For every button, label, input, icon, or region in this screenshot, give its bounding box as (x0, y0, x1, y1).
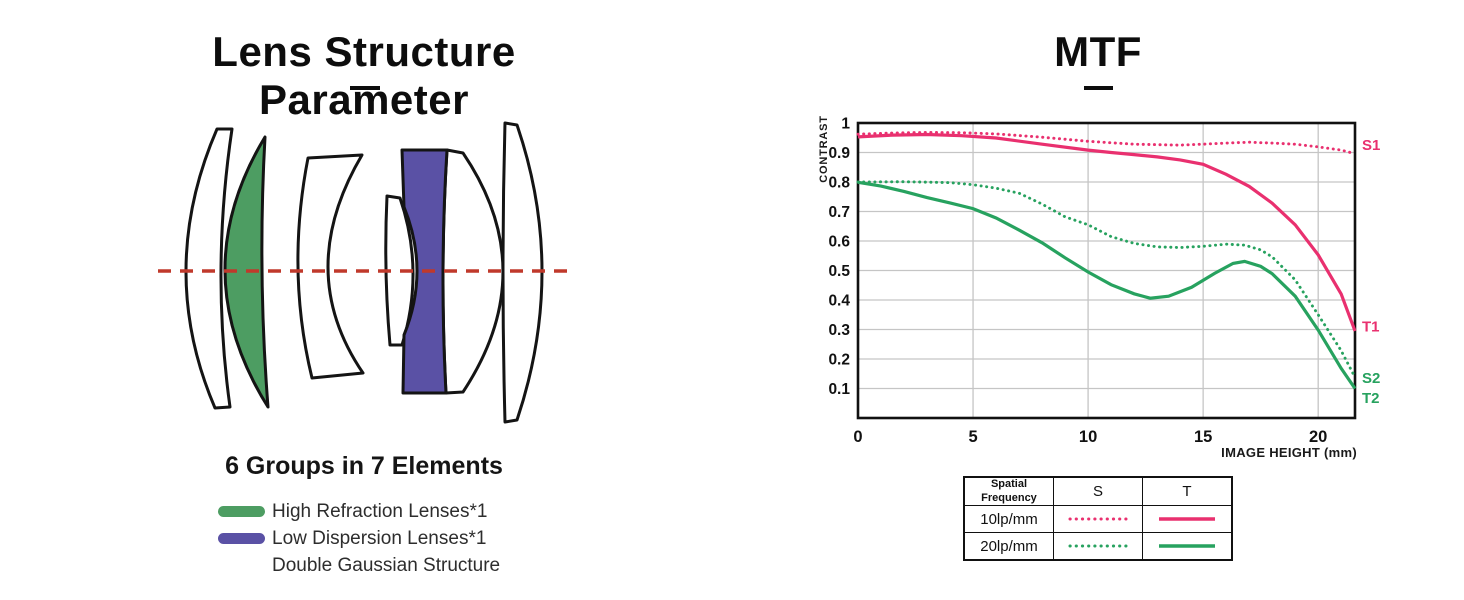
curve-label-T1: T1 (1362, 319, 1380, 336)
legend-indent-spacer (218, 560, 265, 571)
lens-structure-title: Lens Structure Parameter (212, 28, 516, 123)
dotted-line-sample (1068, 517, 1128, 521)
dotted-line-sample (1068, 544, 1128, 548)
header-spatial-frequency: Spatial Frequency (963, 476, 1054, 506)
mtf-chart: CONTRAST 1 0.9 0.8 0.7 0.6 0.5 0.4 0.3 0.2 0.1 0 5 1… (796, 108, 1416, 478)
table-row-10lpmm: 10lp/mm (963, 505, 1233, 533)
x-tick-label: 20 (1309, 428, 1327, 446)
plot-border (856, 121, 1357, 420)
mtf-title: MTF (1054, 28, 1142, 75)
low-dispersion-swatch (218, 533, 265, 544)
legend-item-structure-note: Double Gaussian Structure (218, 552, 500, 579)
title-underline-dash (350, 86, 380, 90)
x-tick-label: 10 (1079, 428, 1097, 446)
legend-item-low-dispersion: Low Dispersion Lenses*1 (218, 525, 500, 552)
legend-item-high-refraction: High Refraction Lenses*1 (218, 498, 500, 525)
lens-structure-diagram (158, 121, 575, 424)
mtf-curve-T1 (857, 132, 1357, 332)
frequency-cell: 20lp/mm (963, 532, 1054, 561)
mtf-curve-T2 (857, 180, 1357, 390)
curve-label-S2: S2 (1362, 370, 1380, 387)
low-dispersion-label: Low Dispersion Lenses*1 (272, 527, 487, 549)
sample-cell-s-20lpmm (1053, 532, 1143, 561)
y-tick-label: 0.8 (828, 175, 850, 192)
x-tick-label: 15 (1194, 428, 1212, 446)
lens-element-3 (296, 153, 365, 380)
frequency-cell: 10lp/mm (963, 505, 1054, 533)
sample-cell-s-10lpmm (1053, 505, 1143, 533)
mtf-plot-area: 1 0.9 0.8 0.7 0.6 0.5 0.4 0.3 0.2 0.1 0 5 10 15 20 S1 T1… (828, 116, 1380, 447)
x-axis-title: IMAGE HEIGHT (mm) (1221, 445, 1357, 460)
table-header-row: Spatial Frequency S T (963, 476, 1233, 506)
y-tick-label: 0.5 (828, 263, 850, 280)
y-tick-label: 0.3 (828, 322, 850, 339)
sample-cell-t-20lpmm (1142, 532, 1233, 561)
x-tick-label: 5 (968, 428, 977, 446)
y-tick-label: 0.7 (828, 204, 850, 221)
structure-note-label: Double Gaussian Structure (272, 554, 501, 576)
y-tick-label: 1 (841, 116, 850, 133)
y-tick-label: 0.1 (828, 381, 850, 398)
sample-cell-t-10lpmm (1142, 505, 1233, 533)
curve-label-S1: S1 (1362, 137, 1380, 154)
mtf-underline-dash (1084, 86, 1113, 90)
header-sagittal: S (1053, 476, 1143, 506)
high-refraction-swatch (218, 506, 265, 517)
header-tangential: T (1142, 476, 1233, 506)
solid-line-sample (1159, 544, 1215, 548)
lens-element-4 (384, 194, 415, 347)
y-tick-label: 0.6 (828, 234, 850, 251)
mtf-legend-table: Spatial Frequency S T 10lp/mm 20lp/mm (963, 476, 1233, 561)
y-tick-label: 0.2 (828, 352, 850, 369)
x-tick-label: 0 (853, 428, 862, 446)
lens-legend: High Refraction Lenses*1 Low Dispersion … (218, 498, 500, 579)
y-tick-label: 0.9 (828, 145, 850, 162)
y-tick-label: 0.4 (828, 293, 850, 310)
lens-groups-caption: 6 Groups in 7 Elements (225, 452, 503, 480)
solid-line-sample (1159, 517, 1215, 521)
lens-element-1 (184, 127, 234, 410)
high-refraction-label: High Refraction Lenses*1 (272, 500, 488, 522)
curve-label-T2: T2 (1362, 390, 1380, 407)
table-row-20lpmm: 20lp/mm (963, 532, 1233, 561)
